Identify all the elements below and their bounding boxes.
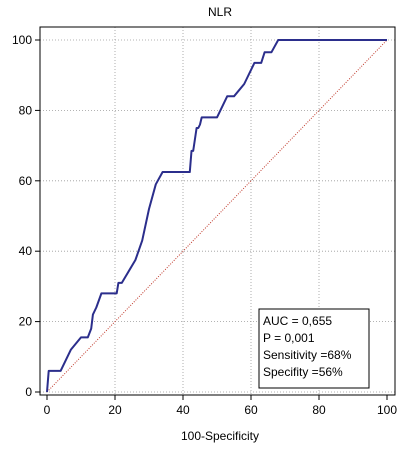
y-tick-label: 20 bbox=[19, 315, 33, 329]
x-axis-label: 100-Specificity bbox=[181, 429, 259, 443]
plot-frame bbox=[39, 26, 396, 396]
specificity-text: Specifity =56% bbox=[263, 365, 343, 379]
x-tick-label: 40 bbox=[176, 403, 190, 417]
y-axis: 0 20 40 60 80 100 bbox=[12, 33, 40, 399]
y-tick-label: 80 bbox=[19, 103, 33, 117]
chart-title: NLR bbox=[208, 5, 232, 19]
x-tick-label: 100 bbox=[377, 403, 397, 417]
x-tick-label: 0 bbox=[44, 403, 51, 417]
y-tick-label: 0 bbox=[25, 385, 32, 399]
sensitivity-text: Sensitivity =68% bbox=[263, 348, 352, 362]
x-tick-label: 60 bbox=[244, 403, 258, 417]
auc-text: AUC = 0,655 bbox=[263, 314, 332, 328]
y-tick-label: 40 bbox=[19, 244, 33, 258]
x-tick-label: 80 bbox=[312, 403, 326, 417]
reference-diagonal bbox=[46, 39, 388, 393]
y-tick-label: 60 bbox=[19, 174, 33, 188]
y-tick-label: 100 bbox=[12, 33, 32, 47]
x-tick-label: 20 bbox=[108, 403, 122, 417]
p-value-text: P = 0,001 bbox=[263, 331, 315, 345]
roc-curve bbox=[46, 39, 387, 393]
stats-box: AUC = 0,655 P = 0,001 Sensitivity =68% S… bbox=[258, 308, 370, 389]
stats-box-frame bbox=[258, 308, 370, 389]
x-axis: 0 20 40 60 80 100 bbox=[44, 395, 397, 417]
